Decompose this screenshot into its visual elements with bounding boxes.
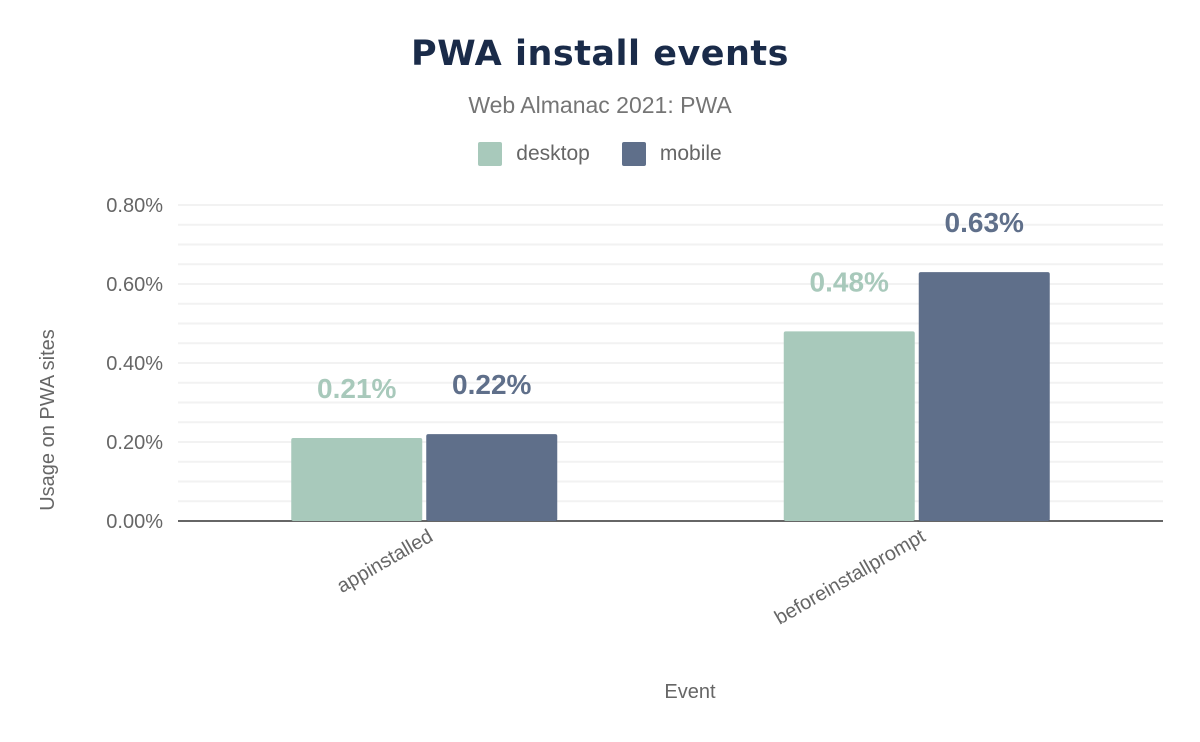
x-tick-label: appinstalled <box>333 525 436 597</box>
legend-swatch-mobile <box>621 142 646 166</box>
data-label: 0.48% <box>810 266 889 297</box>
legend-swatch-desktop <box>478 142 503 166</box>
bar-desktop-appinstalled <box>291 438 423 521</box>
y-tick-label: 0.60% <box>106 274 163 296</box>
legend-item-mobile[interactable]: mobile <box>621 142 722 166</box>
legend-label: mobile <box>659 142 722 165</box>
chart-title: PWA install events <box>410 34 789 74</box>
data-label: 0.21% <box>317 373 396 404</box>
legend-item-desktop[interactable]: desktop <box>478 142 590 166</box>
y-tick-label: 0.40% <box>106 353 163 375</box>
legend-label: desktop <box>516 142 590 165</box>
x-axis-title: Event <box>664 681 716 703</box>
y-tick-label: 0.20% <box>106 432 163 454</box>
bar-mobile-beforeinstallprompt <box>918 272 1050 521</box>
chart-subtitle: Web Almanac 2021: PWA <box>468 92 732 118</box>
y-axis-title: Usage on PWA sites <box>37 329 59 511</box>
legend: desktop mobile <box>0 142 1200 166</box>
data-label: 0.63% <box>945 207 1024 238</box>
y-tick-label: 0.80% <box>106 195 163 217</box>
bar-mobile-appinstalled <box>426 434 558 521</box>
data-label: 0.22% <box>452 369 531 400</box>
y-tick-label: 0.00% <box>106 511 163 533</box>
x-tick-label: beforeinstallprompt <box>771 525 930 629</box>
bar-desktop-beforeinstallprompt <box>783 331 915 521</box>
